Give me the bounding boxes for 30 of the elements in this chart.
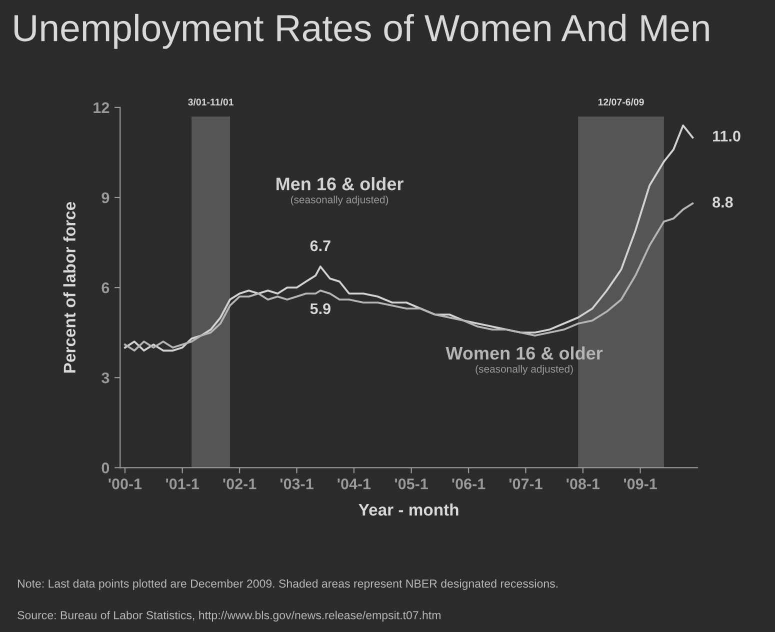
y-tick-label: 12 <box>94 102 110 113</box>
y-tick-label: 0 <box>102 462 110 474</box>
x-tick-label: '02-1 <box>223 478 256 490</box>
band-label: 3/01-11/01 <box>188 98 234 106</box>
x-tick-label: '03-1 <box>280 478 314 490</box>
y-tick-label: 3 <box>102 372 110 384</box>
x-tick-label: '04-1 <box>338 478 371 490</box>
x-axis-title: Year - month <box>358 503 458 516</box>
series-label: Women 16 & older <box>446 346 603 360</box>
source-note: Source: Bureau of Labor Statistics, http://www.bls.gov/news.release/empsit.t07.htm <box>18 610 440 622</box>
annotation: (seasonally adjusted) <box>290 196 388 206</box>
y-tick-label: 6 <box>102 282 110 294</box>
annotation: 6.7 <box>310 240 330 252</box>
chart-title: Unemployment Rates of Women And Men <box>14 14 709 49</box>
annotation: 11.0 <box>713 130 740 142</box>
annotation: 5.9 <box>310 303 330 314</box>
text: Men 16 & older <box>276 177 404 190</box>
annotation: (seasonally adjusted) <box>476 365 573 375</box>
band-label: 12/07-6/09 <box>598 98 644 106</box>
x-tick-label: '06-1 <box>452 478 486 490</box>
y-tick-label: 9 <box>102 192 110 204</box>
x-tick-label: '07-1 <box>509 478 542 490</box>
x-tick-label: '05-1 <box>395 478 428 490</box>
y-axis-title: Percent of labor force <box>63 202 76 373</box>
annotation: 8.8 <box>712 196 733 208</box>
x-tick-label: '09-1 <box>624 478 657 490</box>
x-tick-label: '01-1 <box>166 478 200 490</box>
x-tick-label: '08-1 <box>566 478 600 490</box>
text: Note: Last data points plotted are December 2009. Shaded areas represent NBER designated recessions. <box>18 579 558 590</box>
x-tick-label: '00-1 <box>108 478 142 490</box>
